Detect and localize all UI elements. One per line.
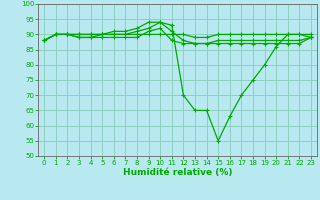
X-axis label: Humidité relative (%): Humidité relative (%) bbox=[123, 168, 232, 177]
